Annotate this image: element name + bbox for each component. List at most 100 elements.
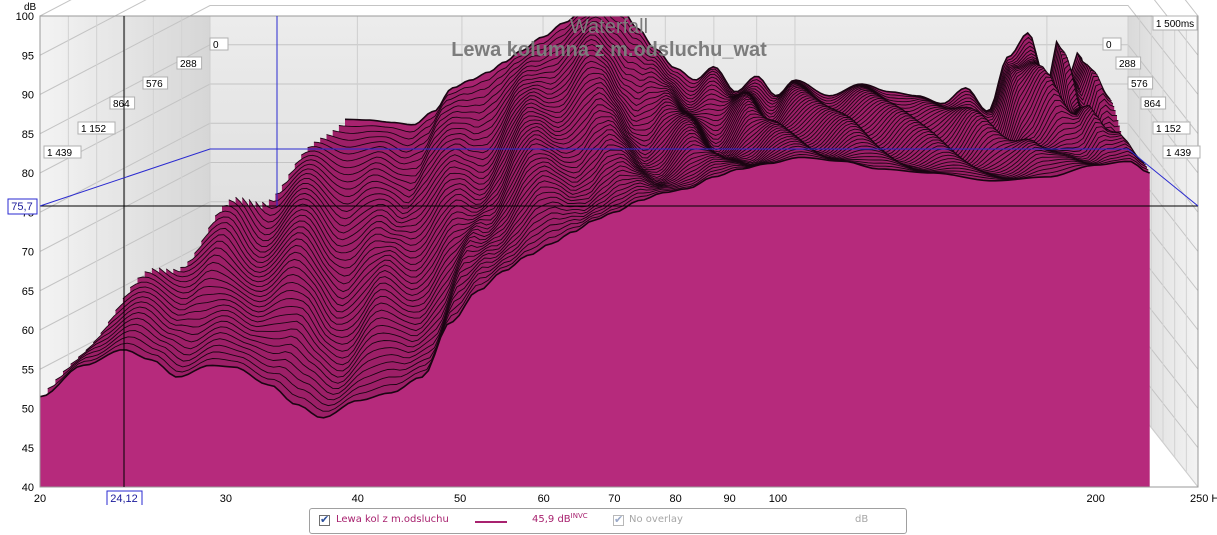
- series1-swatch: [475, 521, 507, 523]
- x-tick-label: 50: [454, 493, 466, 505]
- chart-title: Waterfall: [570, 16, 648, 38]
- time-label-box: [1102, 37, 1122, 51]
- plot-frame: [39, 15, 1199, 488]
- time-label-left: 576: [146, 79, 163, 90]
- y-tick-label: 85: [22, 129, 34, 141]
- x-tick-label: 90: [723, 493, 735, 505]
- y-tick-label: 40: [22, 482, 34, 494]
- x-tick-label: 20: [34, 493, 46, 505]
- time-axis-labels: 0 288 576 864 1 152 1 439 0 288 576 864 1 152 1 439: [43, 37, 1201, 159]
- waterfall-slice-line: [173, 104, 1126, 307]
- waterfall-slice-line: [92, 137, 1141, 378]
- y-tick-label: 60: [22, 325, 34, 337]
- y-tick-label: 50: [22, 404, 34, 416]
- waterfall-slice-fill: [40, 157, 1150, 487]
- waterfall-slice-line: [207, 83, 1119, 269]
- y-axis-ticks: 404550556065707580859095100: [16, 11, 34, 494]
- time-label-box: [209, 37, 229, 51]
- time-label-box: [1140, 96, 1167, 110]
- waterfall-slice-line: [70, 145, 1145, 395]
- y-tick-label: 55: [22, 364, 34, 376]
- time-label-right: 1 439: [1166, 148, 1191, 159]
- y-axis-unit: dB: [24, 2, 37, 13]
- time-label-box: [1115, 56, 1142, 70]
- time-end-label: 1 500ms: [1152, 15, 1198, 31]
- waterfall-slice-line: [313, 21, 1097, 159]
- time-label-right: 1 152: [1156, 124, 1181, 135]
- x-tick-label: 80: [669, 493, 681, 505]
- waterfall-slice-line: [241, 67, 1112, 234]
- waterfall-slice-line: [235, 69, 1114, 241]
- waterfall-slice-line: [40, 156, 1150, 419]
- svg-text:1 500ms: 1 500ms: [1156, 19, 1194, 30]
- time-label-left: 288: [180, 59, 197, 70]
- time-label-left: 1 152: [81, 124, 106, 135]
- time-label-box: [1127, 76, 1154, 90]
- waterfall-slice-line: [77, 143, 1144, 389]
- waterfall-slice-line: [228, 72, 1115, 247]
- y-tick-label: 80: [22, 168, 34, 180]
- x-tick-label: 60: [538, 493, 550, 505]
- waterfall-slice-line: [47, 154, 1149, 412]
- cursor-y-readout: 75,7: [7, 198, 38, 215]
- time-label-box: [43, 145, 82, 159]
- overlay-unit: dB: [855, 514, 869, 525]
- waterfall-slice-line: [338, 16, 1092, 133]
- waterfall-surface: [40, 16, 1150, 487]
- x-tick-label: 250 Hz: [1190, 493, 1217, 505]
- time-label-right: 0: [1106, 40, 1112, 51]
- waterfall-slice-line: [248, 66, 1111, 227]
- x-tick-label: 30: [220, 493, 232, 505]
- time-label-right: 576: [1131, 79, 1148, 90]
- grid-line-db: [39, 0, 1199, 17]
- time-label-box: [1152, 121, 1191, 135]
- time-label-left: 864: [113, 99, 130, 110]
- time-label-left: 0: [213, 40, 219, 51]
- time-label-right: 864: [1144, 99, 1161, 110]
- waterfall-slice-line: [62, 148, 1146, 401]
- series1-value: 45,9 dBINVC: [532, 512, 588, 525]
- svg-text:24,12: 24,12: [110, 493, 138, 505]
- x-tick-label: 100: [769, 493, 787, 505]
- x-tick-label: 70: [608, 493, 620, 505]
- waterfall-slice-line: [214, 79, 1118, 261]
- grid-line-db: [39, 0, 1199, 56]
- series1-checkbox[interactable]: ✔: [319, 513, 330, 526]
- waterfall-slice-line: [85, 140, 1142, 384]
- svg-text:75,7: 75,7: [11, 201, 32, 213]
- legend-bar: ✔ Lewa kol z m.odsluchu 45,9 dBINVC ✔ No…: [309, 508, 907, 534]
- chart-subtitle: Lewa kolumna z m.odsluchu_wat: [451, 39, 767, 61]
- waterfall-slice-line: [194, 93, 1122, 285]
- time-label-box: [176, 56, 203, 70]
- x-tick-label: 200: [1087, 493, 1105, 505]
- time-label-box: [1162, 145, 1201, 159]
- waterfall-slice-line: [344, 16, 1091, 126]
- y-tick-label: 65: [22, 286, 34, 298]
- y-tick-label: 45: [22, 443, 34, 455]
- y-tick-label: 95: [22, 50, 34, 62]
- cursor-crosshair[interactable]: [39, 16, 1199, 487]
- waterfall-slice-line: [221, 76, 1116, 254]
- waterfall-slice-line: [326, 16, 1095, 147]
- waterfall-slice-line: [180, 104, 1124, 300]
- y-tick-label: 100: [16, 11, 34, 23]
- y-tick-label: 70: [22, 247, 34, 259]
- y-tick-label: 90: [22, 90, 34, 102]
- waterfall-slice-line: [332, 16, 1093, 140]
- overlay-label: No overlay: [629, 514, 683, 525]
- series1-label: Lewa kol z m.odsluchu: [336, 514, 449, 525]
- x-axis-ticks: 20 30 40 50 60 70 80 90 100 200 250 Hz: [34, 493, 1217, 505]
- overlay-checkbox[interactable]: ✔: [613, 513, 624, 526]
- waterfall-slice-line: [201, 88, 1120, 277]
- time-label-box: [77, 121, 116, 135]
- time-label-box: [142, 76, 169, 90]
- x-tick-label: 40: [352, 493, 364, 505]
- waterfall-slice-line: [55, 151, 1148, 407]
- time-label-box: [109, 96, 136, 110]
- waterfall-slice-line: [320, 16, 1096, 153]
- cursor-x-readout: 24,12: [106, 490, 143, 505]
- time-label-left: 1 439: [47, 148, 72, 159]
- waterfall-chart: Waterfall Lewa kolumna z m.odsluchu_wat …: [7, 0, 1217, 505]
- time-label-right: 288: [1119, 59, 1136, 70]
